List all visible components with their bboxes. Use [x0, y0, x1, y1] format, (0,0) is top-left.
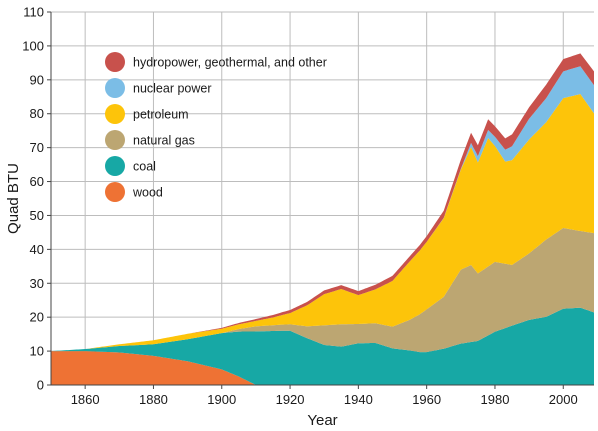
area-petroleum [51, 94, 594, 352]
legend-swatch-hydropower-geothermal-and-other [105, 52, 125, 72]
area-wood [51, 351, 594, 385]
x-axis-label: Year [307, 412, 337, 429]
area-series-group [51, 53, 594, 385]
y-tick-label: 10 [30, 344, 44, 359]
y-tick-label: 100 [22, 38, 44, 53]
x-tick-label: 1980 [481, 392, 510, 407]
area-coal [51, 307, 594, 385]
y-tick-label: 50 [30, 208, 44, 223]
legend-label-coal: coal [133, 160, 156, 174]
legend-swatch-coal [105, 156, 125, 176]
legend-swatch-nuclear-power [105, 78, 125, 98]
axes: 1860 1880 1900 1920 1940 1960 1980 2000 0 10 20 30 4… [22, 5, 594, 407]
y-tick-label: 70 [30, 140, 44, 155]
legend-label-petroleum: petroleum [133, 108, 189, 122]
y-tick-label: 40 [30, 242, 44, 257]
y-tick-label: 0 [37, 378, 44, 393]
y-tick-label: 110 [23, 5, 44, 20]
y-axis-label: Quad BTU [5, 163, 22, 234]
legend-swatch-natural-gas [105, 130, 125, 150]
legend: hydropower, geothermal, and other nuclear… [105, 52, 327, 202]
legend-label-nuclear-power: nuclear power [133, 82, 212, 96]
y-tick-label: 30 [30, 276, 44, 291]
x-tick-label: 1960 [412, 392, 441, 407]
legend-label-hydropower-geothermal-and-other: hydropower, geothermal, and other [133, 56, 327, 70]
y-tick-label: 90 [30, 72, 44, 87]
x-tick-label: 1860 [71, 392, 100, 407]
y-tick-label: 20 [30, 310, 44, 325]
x-tick-label: 1880 [139, 392, 168, 407]
x-tick-label: 1920 [276, 392, 305, 407]
x-tick-label: 1940 [344, 392, 373, 407]
x-tick-label: 2000 [549, 392, 578, 407]
y-tick-label: 80 [30, 106, 44, 121]
legend-swatch-wood [105, 182, 125, 202]
legend-label-natural-gas: natural gas [133, 134, 195, 148]
legend-swatch-petroleum [105, 104, 125, 124]
area-natural-gas [51, 228, 594, 353]
x-tick-label: 1900 [207, 392, 236, 407]
y-tick-label: 60 [30, 174, 44, 189]
legend-label-wood: wood [132, 186, 163, 200]
